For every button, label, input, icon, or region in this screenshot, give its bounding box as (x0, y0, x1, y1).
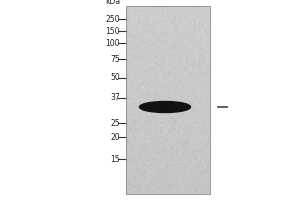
Text: 150: 150 (106, 26, 120, 36)
Text: 25: 25 (110, 118, 120, 128)
Text: 37: 37 (110, 94, 120, 102)
Text: 50: 50 (110, 73, 120, 82)
Text: 250: 250 (106, 15, 120, 23)
Ellipse shape (140, 102, 190, 112)
Text: 75: 75 (110, 54, 120, 64)
Bar (126, 6, 210, 194)
Text: kDa: kDa (105, 0, 120, 6)
Text: 20: 20 (110, 133, 120, 142)
Text: 100: 100 (106, 38, 120, 47)
Text: 15: 15 (110, 154, 120, 164)
